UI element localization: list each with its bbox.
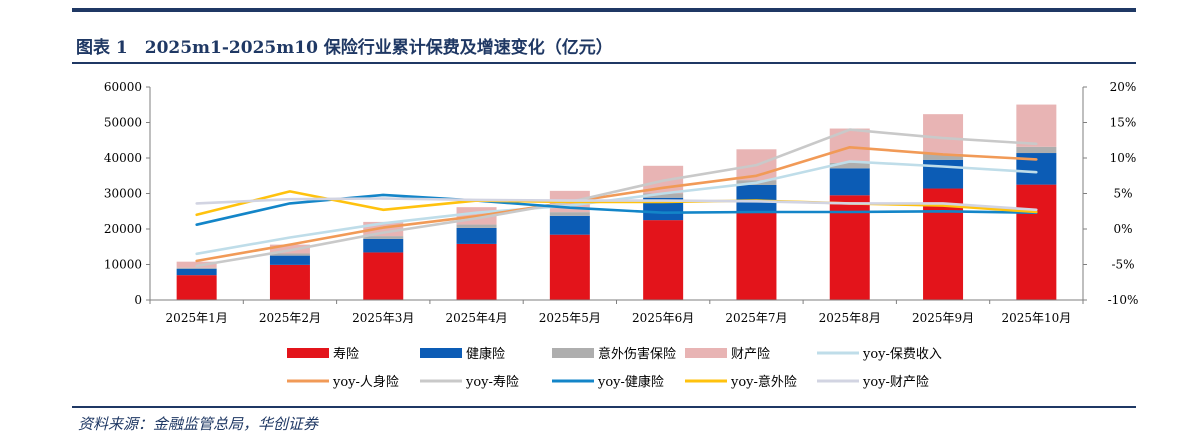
y-left-tick-label: 30000 bbox=[104, 187, 142, 201]
bar-health bbox=[829, 168, 870, 196]
bar-accident bbox=[923, 153, 964, 160]
x-tick-label: 2025年10月 bbox=[1001, 311, 1071, 325]
bar-life bbox=[736, 212, 777, 300]
bar-accident bbox=[829, 162, 870, 169]
legend-label-life: 寿险 bbox=[333, 347, 359, 362]
y-right-tick-label: 5% bbox=[1113, 187, 1132, 201]
line-yoy_personal bbox=[195, 146, 1038, 263]
legend-label-yoy_health: yoy-健康险 bbox=[597, 374, 664, 390]
y-right-tick-label: -10% bbox=[1108, 293, 1139, 307]
bar-health bbox=[549, 215, 590, 235]
legend-label-property: 财产险 bbox=[731, 347, 770, 362]
bar-accident bbox=[269, 253, 310, 256]
legend-label-yoy_property: yoy-财产险 bbox=[862, 375, 929, 390]
bar-accident bbox=[1016, 146, 1057, 154]
bar-health bbox=[736, 184, 777, 213]
y-left-tick-label: 60000 bbox=[104, 80, 142, 94]
x-tick-label: 2025年9月 bbox=[912, 311, 974, 325]
figure-title: 图表 1 2025m1-2025m10 保险行业累计保费及增速变化（亿元） bbox=[76, 38, 613, 58]
bar-health bbox=[363, 238, 404, 253]
bar-accident bbox=[643, 193, 684, 198]
y-right-tick-label: 15% bbox=[1110, 116, 1137, 130]
y-right-tick-label: 20% bbox=[1110, 80, 1137, 94]
bar-accident bbox=[456, 224, 497, 228]
bar-health bbox=[643, 197, 684, 221]
bar-life bbox=[456, 243, 497, 300]
bar-life bbox=[363, 252, 404, 300]
source-note: 资料来源：金融监管总局，华创证券 bbox=[78, 415, 319, 433]
x-tick-label: 2025年4月 bbox=[445, 311, 507, 325]
bar-health bbox=[456, 227, 497, 244]
bar-property bbox=[923, 114, 964, 154]
y-right-tick-label: -5% bbox=[1111, 258, 1134, 272]
bar-life bbox=[549, 234, 590, 300]
line-yoy_property bbox=[195, 197, 1038, 212]
x-tick-label: 2025年8月 bbox=[819, 311, 881, 325]
bar-life bbox=[269, 264, 310, 300]
legend-label-yoy_premium: yoy-保费收入 bbox=[862, 347, 942, 362]
bar-life bbox=[176, 275, 217, 300]
y-left-tick-label: 20000 bbox=[104, 222, 142, 236]
legend-swatch-accident bbox=[552, 348, 594, 358]
legend-label-yoy_accident: yoy-意外险 bbox=[730, 374, 797, 390]
legend-swatch-life bbox=[287, 348, 329, 358]
x-tick-label: 2025年7月 bbox=[725, 311, 787, 325]
bar-accident bbox=[176, 267, 217, 269]
bar-accident bbox=[549, 212, 590, 216]
legend-swatch-health bbox=[420, 348, 462, 358]
legend-swatch-property bbox=[685, 348, 727, 358]
y-left-tick-label: 40000 bbox=[104, 151, 142, 165]
bar-life bbox=[643, 220, 684, 300]
x-tick-label: 2025年3月 bbox=[352, 311, 414, 325]
bar-life bbox=[1016, 184, 1057, 300]
x-tick-label: 2025年6月 bbox=[632, 311, 694, 325]
y-right-tick-label: 0% bbox=[1113, 222, 1132, 236]
bottom-rule bbox=[72, 406, 1136, 408]
y-left-tick-label: 10000 bbox=[104, 258, 142, 272]
y-left-tick-label: 0 bbox=[134, 293, 142, 307]
bar-health bbox=[176, 268, 217, 276]
x-tick-label: 2025年2月 bbox=[259, 311, 321, 325]
bar-property bbox=[1016, 104, 1057, 147]
legend-label-health: 健康险 bbox=[466, 346, 505, 362]
legend-label-yoy_personal: yoy-人身险 bbox=[332, 374, 399, 390]
x-tick-label: 2025年1月 bbox=[166, 311, 228, 325]
title-rule bbox=[72, 62, 1136, 64]
bar-health bbox=[269, 255, 310, 265]
legend-label-accident: 意外伤害保险 bbox=[598, 346, 676, 362]
bar-health bbox=[923, 159, 964, 189]
line-yoy_life bbox=[195, 128, 1038, 268]
bar-accident bbox=[363, 236, 404, 239]
y-left-tick-label: 50000 bbox=[104, 116, 142, 130]
legend-label-yoy_life: yoy-寿险 bbox=[465, 375, 519, 390]
top-rule bbox=[72, 8, 1136, 12]
x-tick-label: 2025年5月 bbox=[539, 311, 601, 325]
y-right-tick-label: 10% bbox=[1110, 151, 1137, 165]
